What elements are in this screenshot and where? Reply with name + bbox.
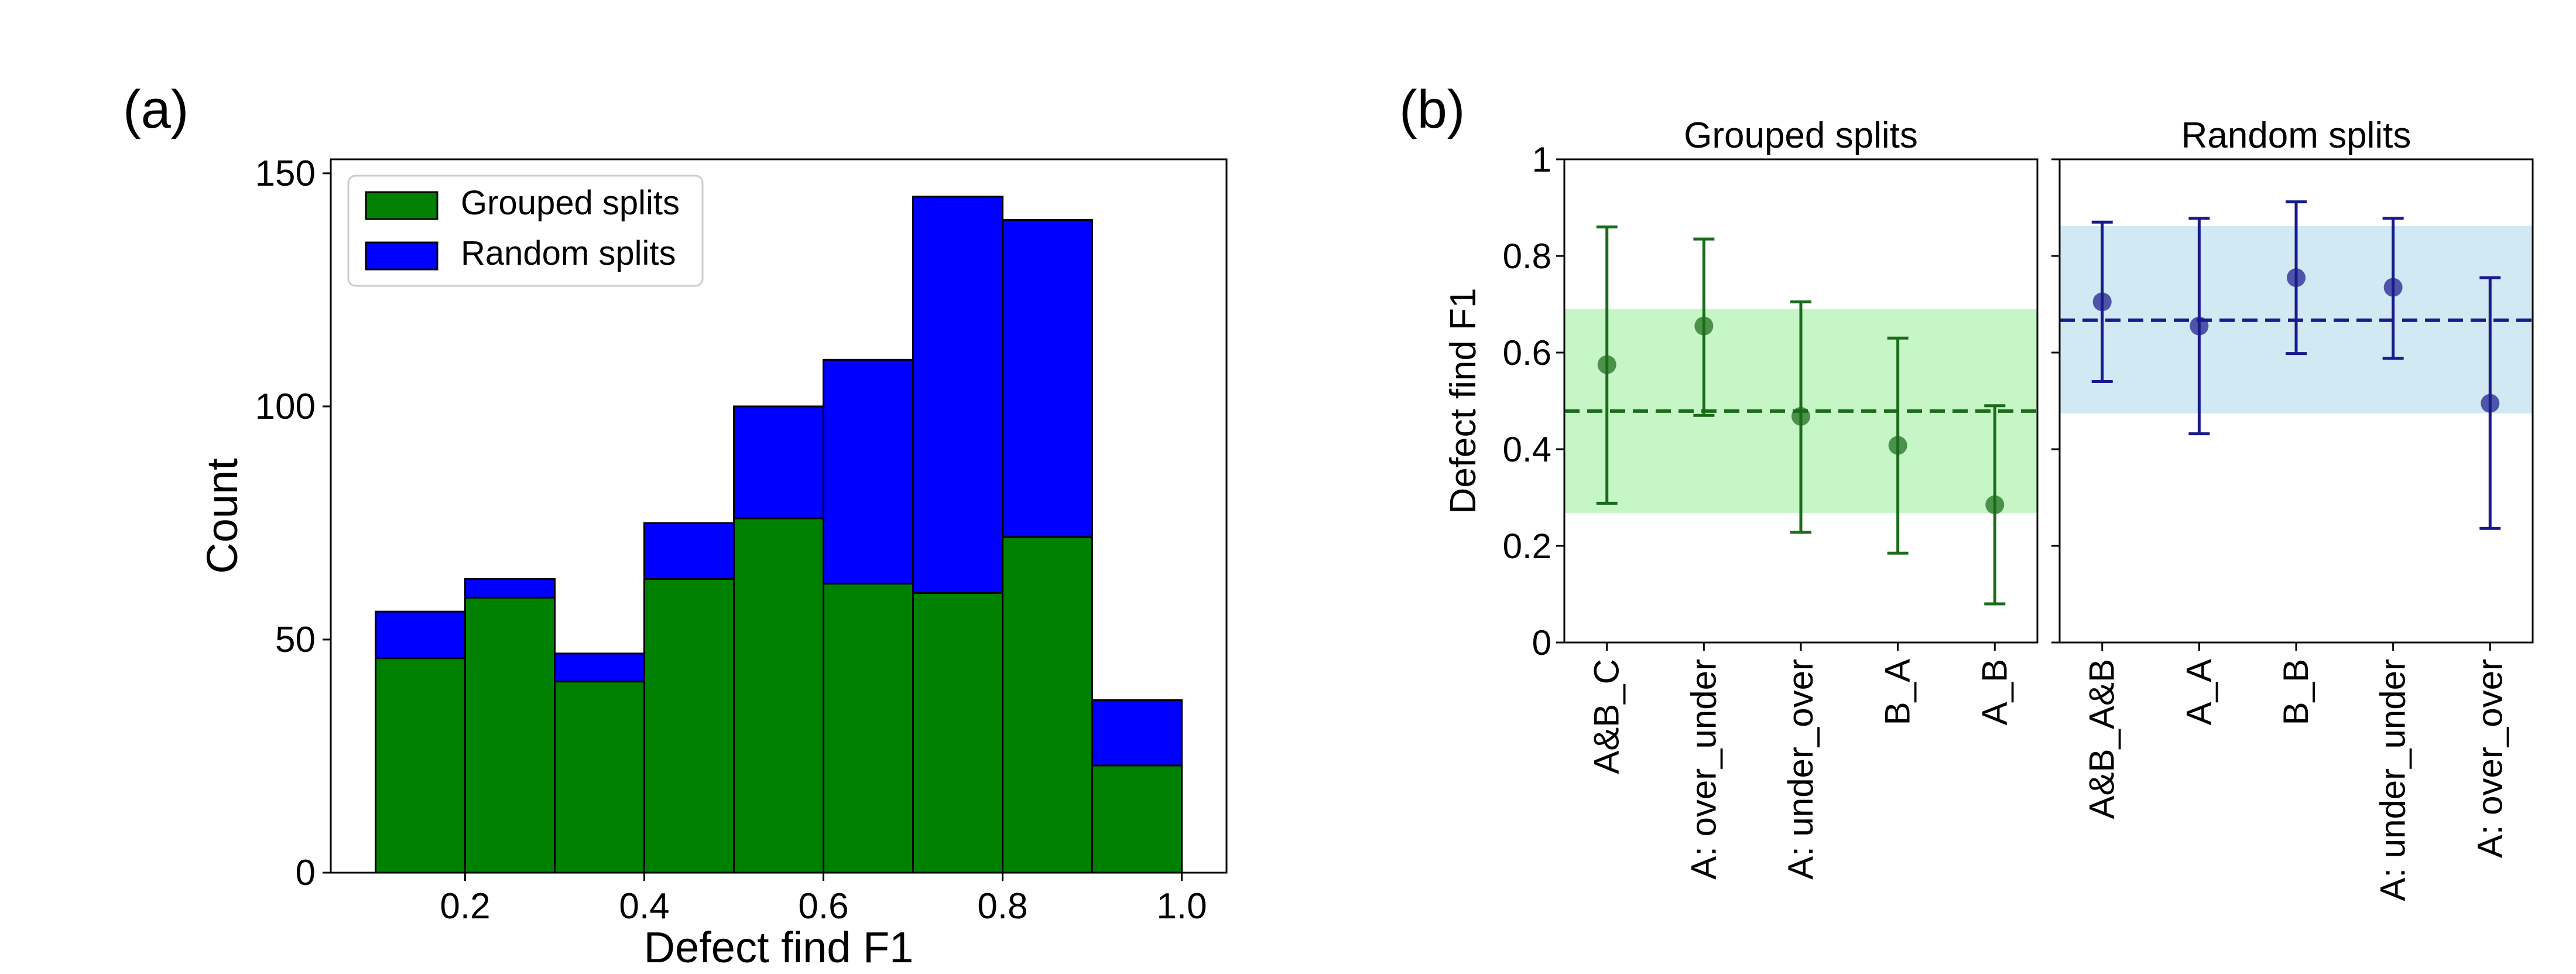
grouped-point-3 xyxy=(1888,436,1907,455)
grouped-y-axis-label: Defect find F1 xyxy=(1443,288,1484,514)
bar-random-8 xyxy=(1091,699,1183,767)
bar-grouped-4 xyxy=(733,517,824,874)
grouped-y-tick-label: 0.4 xyxy=(1503,430,1551,469)
grouped-x-tick-label: A: under_over xyxy=(1781,659,1820,880)
bar-random-5 xyxy=(823,358,914,585)
bar-random-7 xyxy=(1002,218,1093,538)
bar-grouped-0 xyxy=(375,657,466,874)
y-tick-label: 0 xyxy=(296,853,316,893)
histogram-chart: 0.2 0.4 0.6 0.8 1.0 0 50 100 150 Defect find F1 Co… xyxy=(198,153,1228,972)
panel-b-label: (b) xyxy=(1399,80,1465,139)
random-x-tick-label: A&B_A&B xyxy=(2082,659,2122,819)
legend-label-1: Random splits xyxy=(461,234,676,272)
grouped-splits-chart: Grouped splits 0 0.2 0.4 0.6 0.8 1 A&B_C A: over… xyxy=(1443,115,2039,880)
random-point-0 xyxy=(2092,292,2112,312)
random-x-tick-label: A_A xyxy=(2179,659,2218,725)
grouped-point-1 xyxy=(1694,316,1714,336)
random-x-tick-label: A: under_under xyxy=(2373,659,2413,901)
y-axis-label: Count xyxy=(198,458,246,574)
grouped-y-tick-label: 0 xyxy=(1532,623,1551,662)
y-tick-label: 150 xyxy=(255,153,316,194)
grouped-y-tick-label: 0.6 xyxy=(1503,333,1551,372)
grouped-y-tick-label: 0.8 xyxy=(1503,237,1551,276)
grouped-y-tick-label: 0.2 xyxy=(1503,527,1551,566)
grouped-title: Grouped splits xyxy=(1684,115,1918,156)
bar-grouped-5 xyxy=(823,582,914,874)
random-point-2 xyxy=(2287,268,2306,288)
random-title: Random splits xyxy=(2181,115,2411,156)
panel-a-label: (a) xyxy=(123,80,189,139)
legend-swatch-0 xyxy=(365,191,439,220)
random-point-1 xyxy=(2190,316,2209,336)
x-tick-label: 0.4 xyxy=(619,886,669,927)
grouped-point-4 xyxy=(1985,495,2005,514)
grouped-x-tick-label: B_A xyxy=(1878,659,1917,725)
random-point-4 xyxy=(2481,394,2500,413)
legend-swatch-1 xyxy=(365,241,439,271)
bar-grouped-6 xyxy=(912,592,1003,874)
x-axis-label: Defect find F1 xyxy=(644,923,914,972)
bar-random-6 xyxy=(912,196,1003,594)
random-splits-chart: Random splits A&B_A&B A_A B_B A: under_under… xyxy=(2051,115,2534,901)
x-tick-label: 0.2 xyxy=(440,886,490,927)
random-point-3 xyxy=(2383,278,2403,297)
x-tick-label: 0.6 xyxy=(798,886,848,927)
bar-random-2 xyxy=(554,652,645,683)
grouped-point-0 xyxy=(1597,355,1616,374)
grouped-point-2 xyxy=(1791,406,1810,426)
legend-label-0: Grouped splits xyxy=(461,184,680,222)
x-tick-label: 1.0 xyxy=(1156,886,1207,927)
bar-random-4 xyxy=(733,405,824,520)
grouped-x-tick-label: A: over_under xyxy=(1684,659,1723,880)
bar-grouped-3 xyxy=(643,577,735,874)
y-tick-label: 100 xyxy=(255,387,316,427)
bar-grouped-7 xyxy=(1002,536,1093,874)
y-tick-label: 50 xyxy=(275,620,316,660)
bar-grouped-1 xyxy=(464,596,556,874)
bar-grouped-8 xyxy=(1091,764,1183,874)
x-tick-label: 0.8 xyxy=(977,886,1027,927)
grouped-x-tick-label: A_B xyxy=(1975,659,2014,725)
bar-random-3 xyxy=(643,522,735,580)
grouped-y-tick-label: 1 xyxy=(1532,140,1551,179)
bar-random-0 xyxy=(375,610,466,659)
grouped-x-tick-label: A&B_C xyxy=(1587,659,1626,774)
random-x-tick-label: B_B xyxy=(2276,659,2315,725)
bar-grouped-2 xyxy=(554,681,645,874)
bar-random-1 xyxy=(464,577,556,599)
plot-frame xyxy=(330,158,1228,874)
random-x-tick-label: A: over_over xyxy=(2470,659,2509,858)
